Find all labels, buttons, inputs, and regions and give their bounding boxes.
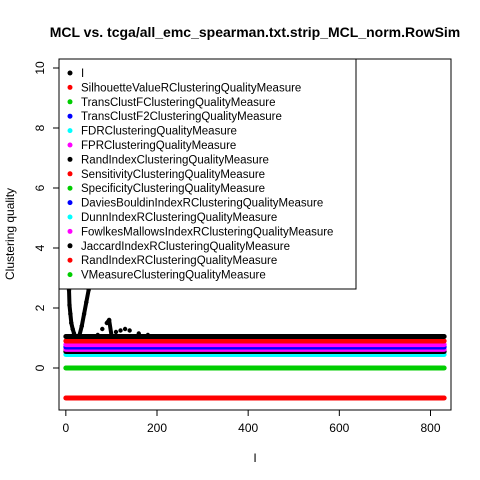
- y-tick-label: 6: [33, 184, 47, 191]
- legend-marker: [67, 214, 73, 220]
- legend-items: I SilhouetteValueRClusteringQualityMeasur…: [67, 68, 333, 282]
- legend-marker: [67, 128, 73, 134]
- x-tick-label: 0: [62, 421, 69, 435]
- legend: I SilhouetteValueRClusteringQualityMeasur…: [58, 58, 357, 290]
- x-tick-label: 800: [420, 421, 440, 435]
- data-point: [122, 326, 128, 332]
- legend-marker: [67, 84, 73, 90]
- legend-marker: [67, 228, 73, 234]
- legend-marker: [67, 99, 73, 105]
- data-point: [127, 328, 132, 333]
- legend-marker: [67, 272, 73, 278]
- legend-marker: [67, 185, 73, 191]
- series-segment: [70, 327, 77, 336]
- legend-label: DaviesBouldinIndexRClusteringQualityMeas…: [81, 198, 323, 210]
- legend-label: I: [81, 68, 84, 80]
- y-tick-label: 2: [33, 304, 47, 311]
- series-segment: [79, 312, 87, 328]
- legend-marker: [67, 113, 73, 119]
- legend-marker: [67, 142, 73, 148]
- series-segment: [84, 288, 91, 304]
- legend-marker: [67, 171, 73, 177]
- legend-label: TransClustF2ClusteringQualityMeasure: [81, 111, 282, 123]
- chart-title: MCL vs. tcga/all_emc_spearman.txt.strip_…: [50, 24, 461, 40]
- legend-label: TransClustFClusteringQualityMeasure: [81, 97, 276, 109]
- y-tick-label: 10: [33, 61, 47, 75]
- series-segment: [107, 318, 114, 337]
- legend-label: FDRClusteringQualityMeasure: [81, 126, 237, 138]
- y-axis-label: Clustering quality: [3, 188, 17, 280]
- x-tick-label: 200: [147, 421, 167, 435]
- x-tick-label: 400: [238, 421, 258, 435]
- data-point: [113, 329, 119, 335]
- data-point: [145, 332, 151, 338]
- legend-label: SensitivityClusteringQualityMeasure: [81, 169, 265, 181]
- y-tick-label: 8: [33, 124, 47, 131]
- y-axis: 0 2 4 6 8 10: [33, 61, 60, 371]
- y-tick-label: 0: [33, 364, 47, 371]
- data-point: [95, 332, 100, 338]
- legend-label: JaccardIndexRClusteringQualityMeasure: [81, 241, 290, 253]
- x-tick-label: 600: [329, 421, 349, 435]
- legend-marker: [67, 243, 73, 249]
- y-tick-label: 4: [33, 244, 47, 251]
- legend-label: SilhouetteValueRClusteringQualityMeasure: [81, 82, 301, 94]
- x-axis-label: I: [253, 451, 256, 465]
- data-point: [100, 326, 105, 332]
- data-point: [118, 328, 123, 333]
- legend-marker: [67, 257, 73, 263]
- legend-label: VMeasureClusteringQualityMeasure: [81, 270, 266, 282]
- legend-label: SpecificityClusteringQualityMeasure: [81, 183, 265, 195]
- legend-label: FPRClusteringQualityMeasure: [81, 140, 236, 152]
- series-segment: [82, 300, 89, 316]
- legend-marker: [67, 70, 73, 76]
- x-axis: 0 200 400 600 800: [62, 409, 441, 435]
- legend-label: DunnIndexRClusteringQualityMeasure: [81, 212, 277, 224]
- legend-label: RandIndexClusteringQualityMeasure: [81, 154, 269, 166]
- legend-label: RandIndexRClusteringQualityMeasure: [81, 255, 277, 267]
- legend-label: FowlkesMallowsIndexRClusteringQualityMea…: [81, 226, 333, 238]
- data-point: [136, 331, 141, 336]
- legend-marker: [67, 200, 73, 206]
- legend-marker: [67, 156, 73, 162]
- legend-box: [58, 58, 357, 290]
